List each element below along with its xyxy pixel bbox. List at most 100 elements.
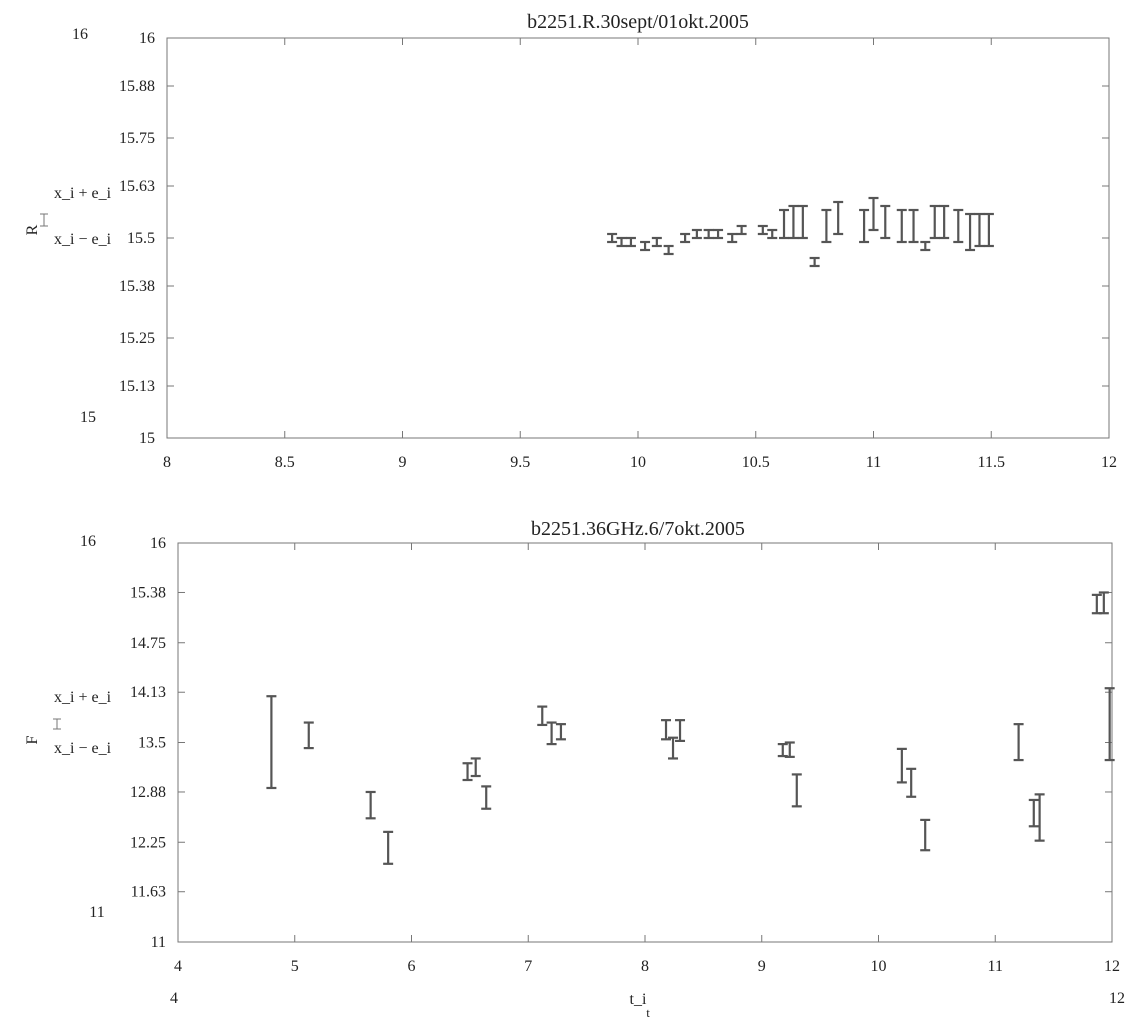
y-tick-label: 13.5 [138,735,166,752]
error-bar [607,232,618,244]
error-bar [920,818,931,852]
error-bar [1098,591,1109,615]
error-bar [713,228,724,240]
error-bars [266,591,1115,865]
y-tick-label: 12.25 [130,834,166,851]
x-tick-label: 12 [1104,958,1120,975]
plot-frame [166,37,1110,439]
y-tick-label: 11.63 [131,884,166,901]
error-bar [908,208,919,244]
error-bar [929,204,940,240]
error-bar [383,830,394,865]
error-bar [896,208,907,244]
legend-lower: x_i − e_i [54,740,112,757]
error-bar [953,208,964,244]
x-tick-label: 9 [399,454,407,471]
error-bar [757,224,768,236]
legend-lower: x_i − e_i [54,231,112,248]
error-bar [266,695,277,790]
error-bar [661,719,672,741]
y-tick-label: 15 [139,430,155,447]
x-tick-label: 11.5 [978,454,1005,471]
error-bar [555,723,566,741]
error-bar [537,705,548,727]
x-max-outer-label: 12 [1109,990,1125,1007]
error-bar [663,244,674,256]
y-axis-label: F [24,735,41,744]
x-tick-label: 9 [758,958,766,975]
x-axis-label-subscript: t [646,1005,650,1020]
error-bar [833,200,844,236]
y-axis-label: R [24,224,41,235]
error-bar [821,208,832,244]
x-tick-label: 12 [1101,454,1117,471]
y-tick-label: 15.38 [119,278,155,295]
y-tick-label: 15.88 [119,78,155,95]
error-bar-legend-glyph [53,718,61,730]
y-max-outer-label: 16 [72,26,88,43]
error-bar [779,208,790,240]
error-bar [651,236,662,248]
y-tick-label: 15.38 [130,584,166,601]
error-bar [767,228,778,240]
error-bar [1091,593,1102,615]
error-bar [880,204,891,240]
x-tick-labels: 8 8.5 9 9.5 10 10.5 11 11.5 12 [163,38,1117,471]
x-tick-label: 8.5 [275,454,295,471]
error-bar [983,212,994,248]
error-bar [920,240,931,252]
error-bar [691,228,702,240]
y-tick-labels: 16 15.38 14.75 14.13 13.5 12.88 12.25 11.63 11 [130,535,1112,951]
error-bar [974,212,985,248]
plot-frame [177,542,1113,943]
x-tick-label: 10 [871,958,887,975]
error-bar [470,757,481,778]
error-bar [797,204,808,240]
y-tick-label: 16 [150,535,166,552]
error-bar [939,204,950,240]
y-tick-labels: 16 15.88 15.75 15.63 15.5 15.38 15.25 15.13 15 [119,30,1109,447]
error-bar-legend-glyph [40,213,48,227]
error-bar [675,719,686,743]
error-bar [868,196,879,232]
x-tick-label: 5 [291,958,299,975]
error-bar [365,790,376,820]
error-bar [616,236,627,248]
chart-title: b2251.36GHz.6/7okt.2005 [531,518,745,540]
y-tick-label: 15.13 [119,378,155,395]
x-min-outer-label: 4 [170,990,178,1007]
error-bar [784,741,795,758]
error-bar [859,208,870,244]
y-tick-label: 16 [139,30,155,47]
panel-r-band: b2251.R.30sept/01okt.2005 16 15.88 15.75 15… [24,11,1117,471]
y-tick-label: 15.75 [119,130,155,147]
y-tick-label: 11 [151,934,166,951]
x-tick-label: 10 [630,454,646,471]
error-bar [1034,793,1045,842]
y-tick-label: 15.25 [119,330,155,347]
error-bar [703,228,714,240]
y-tick-label: 15.63 [119,178,155,195]
x-tick-label: 10.5 [742,454,770,471]
y-min-outer-label: 11 [89,904,104,921]
x-tick-label: 11 [988,958,1003,975]
y-tick-label: 15.5 [127,230,155,247]
y-min-outer-label: 15 [80,409,96,426]
error-bar [462,762,473,782]
legend-upper: x_i + e_i [54,689,112,706]
y-tick-label: 12.88 [130,784,166,801]
error-bar [777,742,788,758]
x-tick-label: 11 [866,454,881,471]
error-bar [791,773,802,808]
error-bar [1028,798,1039,828]
legend-upper: x_i + e_i [54,185,112,202]
chart-title: b2251.R.30sept/01okt.2005 [527,11,749,33]
error-bar [727,232,738,244]
error-bar [809,256,820,268]
y-tick-label: 14.75 [130,635,166,652]
x-tick-label: 4 [174,958,182,975]
error-bar [1104,687,1115,762]
error-bar [1013,723,1024,762]
x-tick-labels: 4 5 6 7 8 9 10 11 12 [174,543,1120,975]
